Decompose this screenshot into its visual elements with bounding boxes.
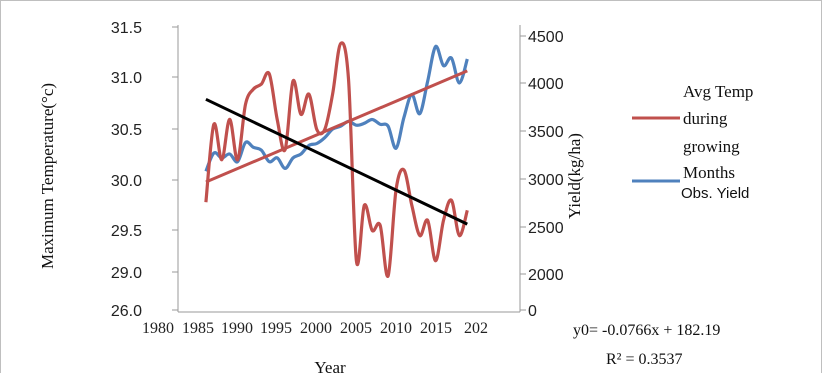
y-axis-right-title: Yield(kg/ha) xyxy=(565,133,584,219)
legend-label-avg-temp-line3: growing xyxy=(683,137,740,156)
right-tick-label: 2000 xyxy=(528,267,564,284)
x-axis-title: Year xyxy=(314,358,346,373)
left-tick-label: 30.5 xyxy=(111,122,142,139)
x-tick-label: 202 xyxy=(464,320,488,337)
left-tick-label: 31.0 xyxy=(111,70,142,87)
right-tick-label: 0 xyxy=(528,303,537,320)
right-tick-label: 3500 xyxy=(528,124,564,141)
x-tick-label: 2010 xyxy=(380,320,412,337)
y-axis-left-title: Maximum Temperature(°c) xyxy=(38,83,57,269)
trendline-avg-temp xyxy=(205,69,468,184)
right-tick-label: 2500 xyxy=(528,220,564,237)
x-tick-label: 2005 xyxy=(340,320,372,337)
legend-label-avg-temp-line1: Avg Temp xyxy=(683,82,753,101)
trendline-layer xyxy=(205,69,468,226)
left-tick-label: 26.0 xyxy=(111,303,142,320)
x-tick-label: 2000 xyxy=(300,320,332,337)
left-tick-label: 30.0 xyxy=(111,173,142,190)
right-axis-ticks: 4500 4000 3500 3000 2500 2000 0 xyxy=(520,29,564,320)
legend: Avg Temp during growing Months Obs. Yiel… xyxy=(632,82,753,202)
legend-label-avg-temp-line4: Months xyxy=(683,163,735,182)
right-tick-label: 3000 xyxy=(528,172,564,189)
left-tick-label: 29.0 xyxy=(111,265,142,282)
x-tick-label: 1985 xyxy=(182,320,214,337)
trendline-obs-yield xyxy=(205,97,468,226)
x-tick-label: 1980 xyxy=(142,320,174,337)
x-axis-ticks: 1980 1985 1990 1995 2000 2005 2010 2015 202 xyxy=(142,320,488,337)
x-tick-label: 2015 xyxy=(420,320,452,337)
left-tick-label: 29.5 xyxy=(111,223,142,240)
series-line-avg-temp xyxy=(204,41,469,278)
right-tick-label: 4000 xyxy=(528,76,564,93)
x-tick-label: 1990 xyxy=(221,320,253,337)
x-tick-label: 1995 xyxy=(260,320,292,337)
trend-r-squared: R² = 0.3537 xyxy=(606,351,683,368)
left-tick-label: 31.5 xyxy=(111,20,142,37)
legend-label-avg-temp-line2: during xyxy=(683,109,728,128)
left-axis-ticks: 31.5 31.0 30.5 30.0 29.5 29.0 26.0 xyxy=(111,20,178,320)
right-tick-label: 4500 xyxy=(528,29,564,46)
trend-equation: y0= -0.0766x + 182.19 xyxy=(573,322,720,339)
legend-label-obs-yield: Obs. Yield xyxy=(681,185,749,202)
